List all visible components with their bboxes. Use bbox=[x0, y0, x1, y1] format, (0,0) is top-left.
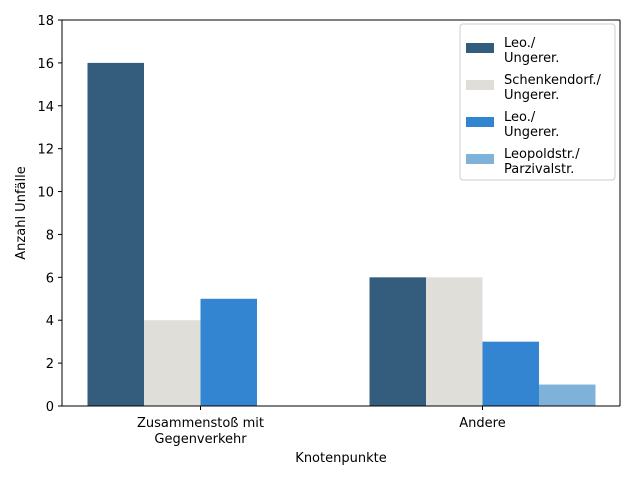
y-tick-label-8: 8 bbox=[46, 228, 54, 243]
legend-swatch-3 bbox=[466, 154, 494, 164]
y-tick-label-6: 6 bbox=[46, 271, 54, 286]
bars-layer bbox=[87, 62, 596, 406]
y-tick-label-0: 0 bbox=[46, 400, 54, 415]
bar-series-2-category-1 bbox=[482, 341, 539, 406]
y-tick-label-12: 12 bbox=[37, 143, 54, 158]
y-tick-label-10: 10 bbox=[37, 186, 54, 201]
y-tick-label-2: 2 bbox=[46, 357, 54, 372]
x-tick-label-0: Zusammenstoß mit Gegenverkehr bbox=[137, 416, 264, 447]
bar-series-2-category-0 bbox=[200, 298, 257, 406]
axes-layer: 0 2 4 6 8 10 12 14 16 18 Zusammenstoß mit Gegenverk… bbox=[37, 14, 621, 447]
x-tick-label-1: Andere bbox=[459, 416, 505, 431]
legend-label-1: Schenkendorf./Ungerer. bbox=[504, 73, 601, 103]
bar-series-1-category-0 bbox=[144, 320, 201, 406]
legend-frame bbox=[459, 23, 616, 181]
y-axis-label: Anzahl Unfälle bbox=[14, 166, 29, 259]
bar-series-1-category-1 bbox=[426, 277, 483, 406]
legend-swatch-1 bbox=[466, 80, 494, 90]
legend: Leo./Ungerer. Schenkendorf./Ungerer. Leo./… bbox=[459, 23, 616, 181]
legend-label-3: Leopoldstr./Parzivalstr. bbox=[504, 147, 580, 177]
y-tick-label-16: 16 bbox=[37, 57, 54, 72]
y-tick-label-14: 14 bbox=[37, 100, 54, 115]
x-axis-label: Knotenpunkte bbox=[295, 451, 386, 466]
y-tick-label-18: 18 bbox=[37, 14, 54, 29]
bar-series-3-category-1 bbox=[539, 384, 596, 406]
legend-label-0: Leo./Ungerer. bbox=[504, 36, 559, 66]
legend-swatch-0 bbox=[466, 43, 494, 53]
y-tick-label-4: 4 bbox=[46, 314, 54, 329]
bar-series-0-category-0 bbox=[87, 62, 144, 406]
bar-series-0-category-1 bbox=[369, 277, 426, 406]
legend-swatch-2 bbox=[466, 117, 494, 127]
legend-label-2: Leo./Ungerer. bbox=[504, 110, 559, 140]
